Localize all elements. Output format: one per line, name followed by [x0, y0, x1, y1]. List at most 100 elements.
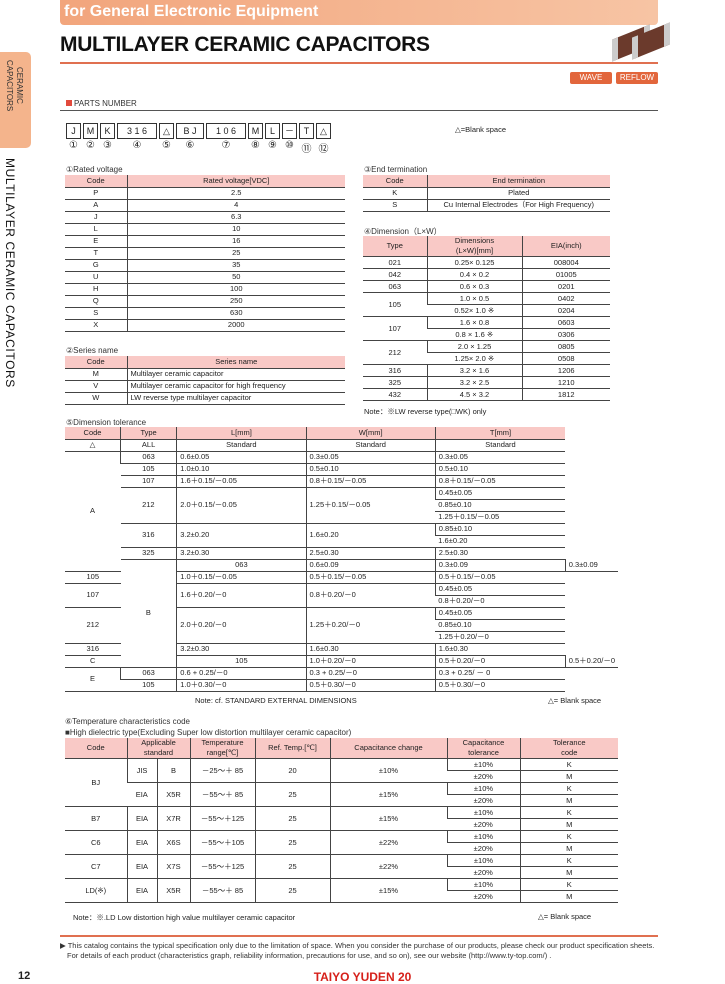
table-cell: LW reverse type multilayer capacitor: [126, 392, 345, 405]
table-cell: 107: [120, 475, 177, 488]
table-cell: 6.3: [126, 211, 345, 224]
column-header: Type: [120, 427, 177, 440]
table-cell: Multilayer ceramic capacitor for high fr…: [126, 380, 345, 393]
table-row: ±20% M: [65, 794, 618, 807]
table-row: L 10: [65, 223, 345, 236]
table-row: 107 1.6＋0.20/－0 0.8＋0.20/－0 0.45±0.05: [65, 583, 618, 608]
table-cell: Standard: [176, 439, 307, 452]
table-cell: 4.5 × 3.2: [426, 388, 522, 401]
table-row: ±20% M: [65, 770, 618, 783]
table-cell: ±10%: [446, 806, 520, 819]
table-cell: ±10%: [446, 854, 520, 867]
table-cell: 1.25＋0.20/－0: [305, 607, 436, 644]
table-cell: 20: [254, 758, 330, 783]
table-cell: 2.5: [126, 187, 345, 200]
table-row: G 35: [65, 259, 345, 272]
temperature-code-label: ⑥Temperature characteristics code: [65, 717, 190, 726]
table-cell: ±20%: [447, 818, 520, 831]
table-row: 0.52× 1.0 ※ 0204: [363, 304, 610, 317]
table-cell: 1.6＋0.15/－0.05: [176, 475, 307, 488]
table-cell: M: [519, 890, 618, 903]
table-cell: EIA: [126, 854, 157, 879]
footer-disclaimer: ▶ This catalog contains the typical spec…: [60, 935, 658, 961]
table-cell: 630: [126, 307, 345, 320]
table-cell: 0.8 × 1.6 ※: [427, 328, 522, 341]
column-header: Dimensions (L×W)[mm]: [426, 236, 522, 257]
table-row: ±20% M: [65, 818, 618, 831]
table-row: ±20% M: [65, 842, 618, 855]
table-cell: ±20%: [447, 770, 520, 783]
table-cell: BJ: [65, 758, 127, 807]
blank-space-note: △= Blank space: [548, 696, 602, 705]
column-header: W[mm]: [305, 427, 436, 440]
table-cell: 0.85±0.10: [435, 619, 566, 632]
table-cell: －25～＋ 85: [189, 758, 255, 783]
table-cell: U: [65, 271, 127, 284]
table-cell: ±15%: [329, 806, 447, 831]
table-cell: ±10%: [329, 758, 447, 783]
table-cell: 105: [363, 292, 427, 317]
table-cell: 25: [254, 878, 330, 903]
table-row: 212 2.0＋0.15/－0.05 1.25＋0.15/－0.05 0.45±0.0…: [65, 487, 618, 524]
table-cell: ±20%: [447, 890, 520, 903]
table-cell: B: [120, 559, 177, 668]
part-code-box: T: [299, 123, 314, 139]
table-cell: 0.45±0.05: [434, 607, 566, 620]
dimension-tolerance-table: Code Type L[mm] W[mm] T[mm] △ ALL Standard Stand…: [65, 427, 618, 692]
part-position-number: ①: [69, 140, 78, 151]
page-title: MULTILAYER CERAMIC CAPACITORS: [60, 33, 430, 56]
table-row: 1.25× 2.0 ※ 0508: [363, 352, 610, 365]
table-row: E 063 0.6 + 0.25/－0 0.3 + 0.25/－0 0.3 + 0.25…: [65, 667, 618, 692]
table-cell: ±22%: [329, 854, 447, 879]
table-cell: ±15%: [329, 782, 447, 807]
table-row: S Cu Internal Electrodes（For High Frequen…: [363, 199, 610, 212]
table-cell: 0.5＋0.30/－0: [305, 679, 436, 692]
table-row: B 063 0.6±0.09 0.3±0.09 0.3±0.09: [65, 559, 618, 668]
table-row: H 100: [65, 283, 345, 296]
table-cell: 2.0 × 1.25: [426, 340, 522, 353]
high-dielectric-subheading: ■High dielectric type(Excluding Super lo…: [65, 728, 352, 737]
table-cell: K: [519, 782, 618, 795]
table-cell: EIA: [127, 782, 157, 807]
table-row: U 50: [65, 271, 345, 284]
dimension-note: Note：※LW reverse type(□WK) only: [364, 407, 487, 416]
column-header: Ref. Temp.[℃]: [254, 738, 330, 759]
column-header: End termination: [426, 175, 610, 188]
table-cell: ±20%: [447, 842, 520, 855]
table-cell: 1.0＋0.30/－0: [176, 679, 307, 692]
temperature-note: Note：※.LD Low distortion high value mult…: [73, 913, 296, 922]
table-cell: 0.8＋0.20/－0: [305, 583, 436, 608]
table-cell: ±22%: [329, 830, 447, 855]
part-code-box: K: [100, 123, 115, 139]
table-cell: 25: [254, 854, 330, 879]
table-row: 0.85±0.10: [65, 619, 618, 632]
table-cell: 0.85±0.10: [435, 499, 566, 512]
table-cell: 1.25× 2.0 ※: [427, 352, 522, 365]
table-cell: 325: [363, 376, 427, 389]
table-row: △ ALL Standard Standard Standard: [65, 439, 618, 452]
table-cell: 063: [120, 667, 177, 680]
table-cell: 3.2±0.30: [176, 643, 307, 656]
table-cell: Standard: [305, 439, 436, 452]
table-cell: C: [65, 655, 121, 668]
table-cell: 0.8＋0.20/－0: [435, 595, 566, 608]
table-row: 0.8＋0.20/－0: [65, 595, 618, 608]
table-cell: ALL: [120, 439, 177, 452]
table-row: BJ JIS B －25～＋ 85 20 ±10% ±10% K: [65, 758, 618, 807]
table-cell: 2.5±0.30: [305, 547, 436, 560]
table-cell: Cu Internal Electrodes（For High Frequenc…: [426, 199, 610, 212]
table-cell: A: [65, 199, 127, 212]
table-cell: M: [519, 818, 618, 831]
table-cell: M: [519, 770, 618, 783]
table-cell: K: [519, 758, 618, 771]
table-row: C6 EIA X6S －55～＋105 25 ±22% ±10% K: [65, 830, 618, 855]
capacitor-chip-image: [632, 22, 670, 60]
side-tab-ceramic-capacitors[interactable]: CERAMIC CAPACITORS: [0, 52, 31, 148]
table-cell: 1.6＋0.20/－0: [176, 583, 307, 608]
part-code-box: 1 0 6: [206, 123, 246, 139]
disclaimer-line: ▶ This catalog contains the typical spec…: [60, 941, 655, 950]
series-name-table: Code Series name M Multilayer ceramic capac…: [65, 356, 345, 405]
end-termination-label: ③End termination: [364, 165, 428, 174]
table-cell: Standard: [434, 439, 566, 452]
table-cell: J: [65, 211, 127, 224]
